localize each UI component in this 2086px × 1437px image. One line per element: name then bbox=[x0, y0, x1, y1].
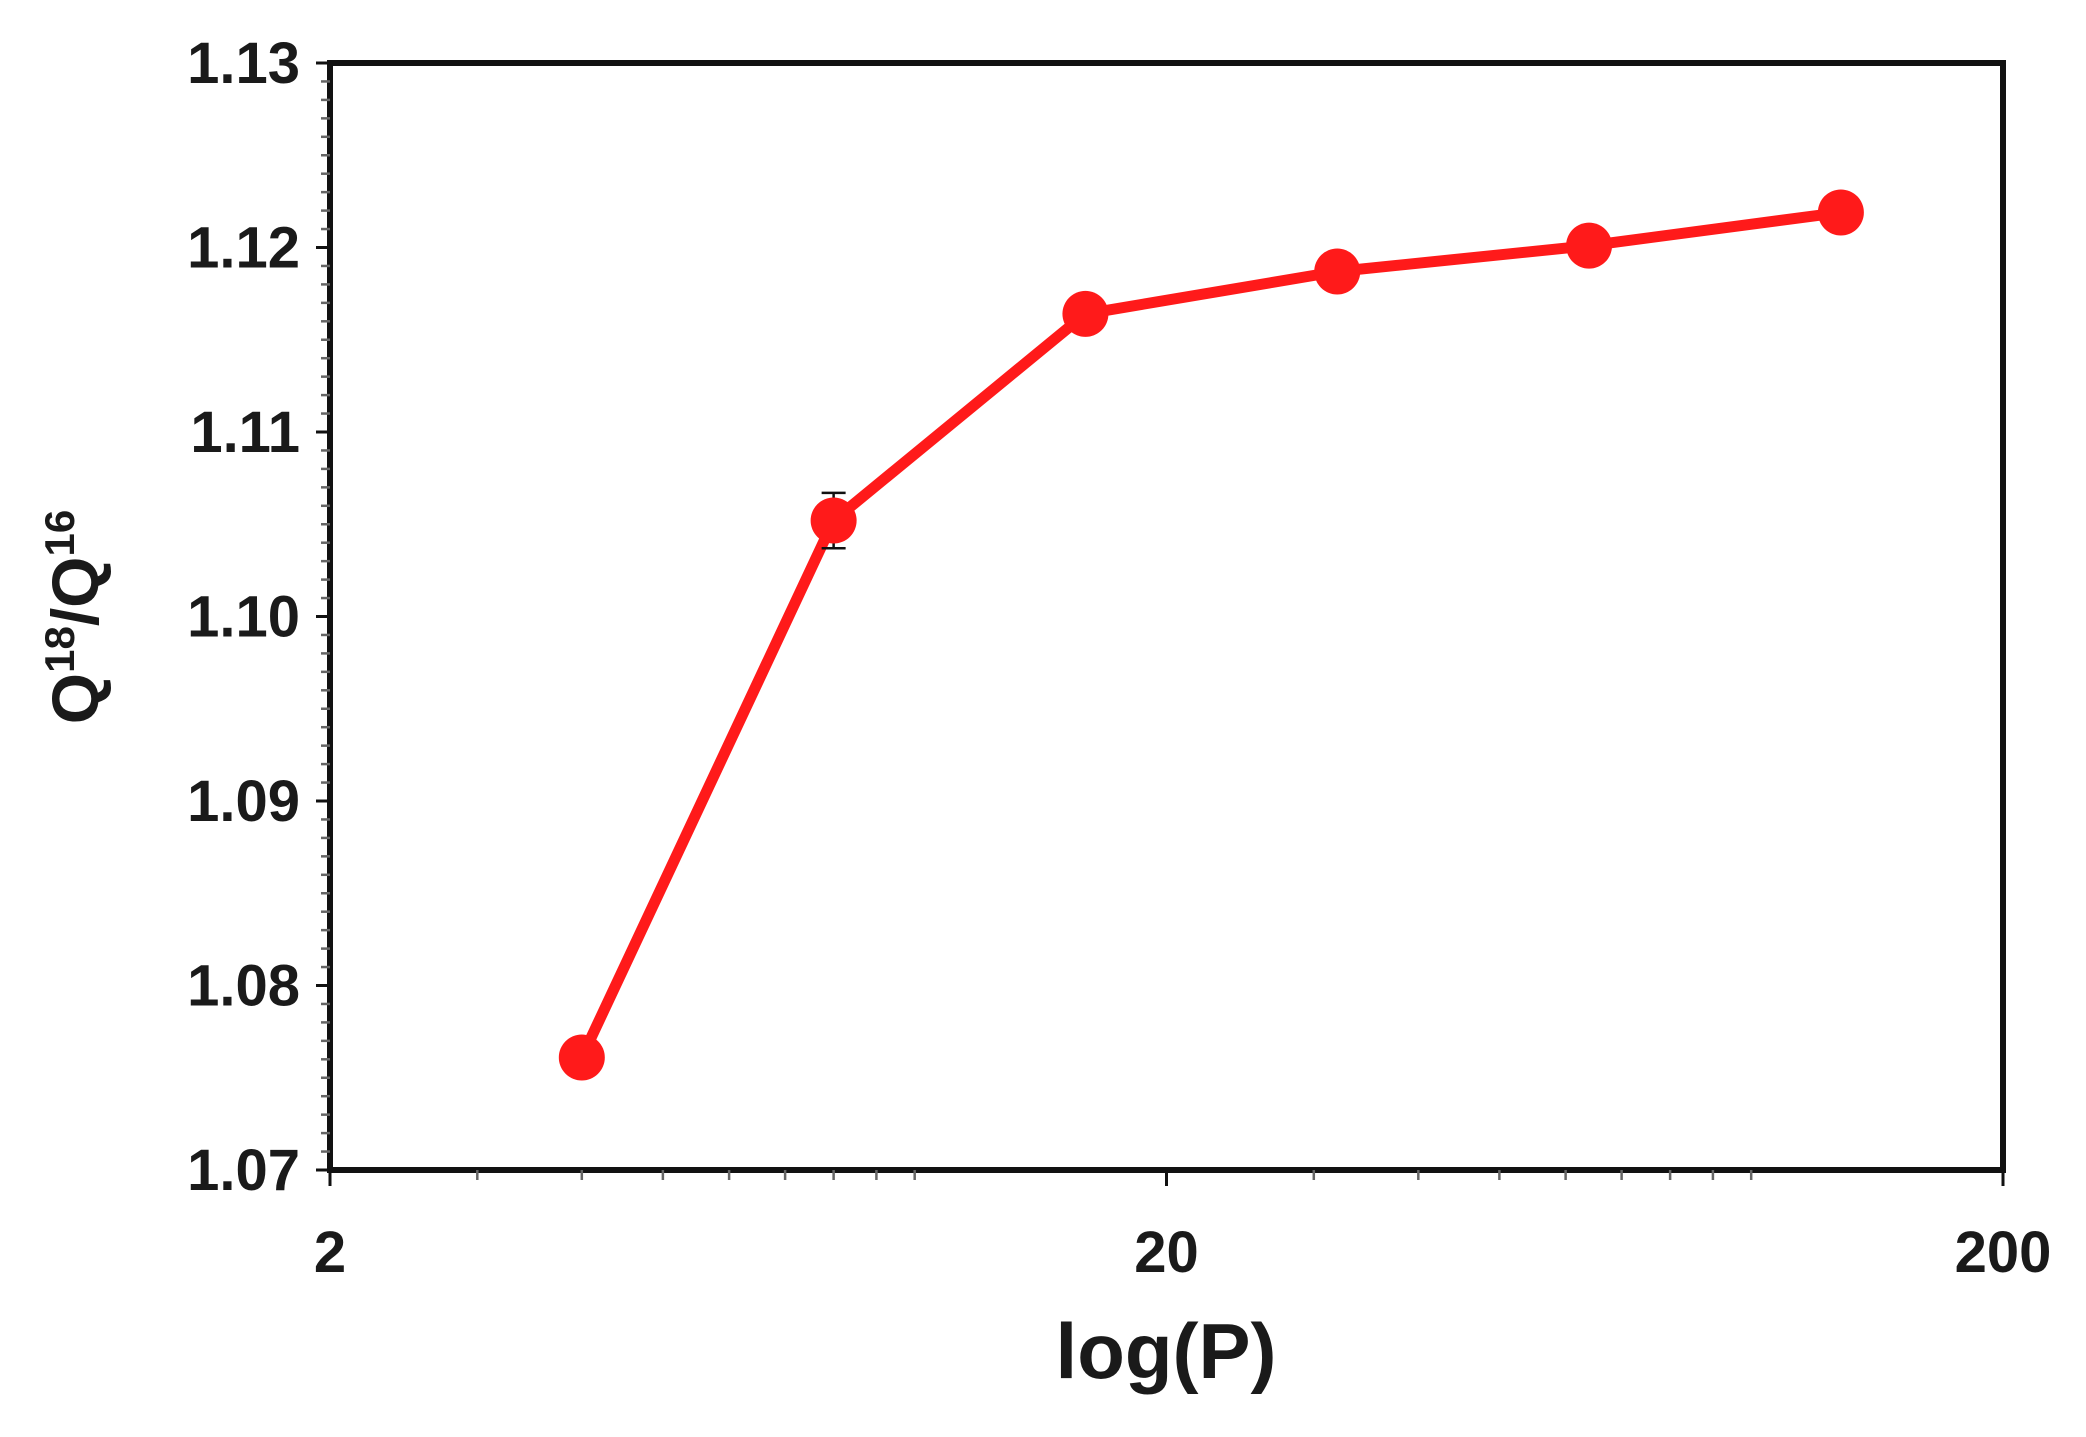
y-tick-label: 1.10 bbox=[187, 585, 300, 650]
y-minor-ticks bbox=[321, 80, 330, 1153]
x-axis-title: log(P) bbox=[1056, 1307, 1277, 1395]
x-tick-labels: 2 20 200 bbox=[314, 1220, 2052, 1285]
y-tick-labels: 1.07 1.08 1.09 1.10 1.11 1.12 1.13 bbox=[187, 31, 300, 1203]
y-tick-label: 1.08 bbox=[187, 954, 300, 1019]
data-point bbox=[1817, 189, 1864, 236]
x-tick-label: 20 bbox=[1134, 1220, 1199, 1285]
data-point bbox=[1314, 248, 1361, 295]
y-axis-title-sep: /Q bbox=[38, 556, 112, 626]
series-layer bbox=[558, 189, 1864, 1081]
y-tick-label: 1.13 bbox=[187, 31, 300, 96]
y-tick-label: 1.12 bbox=[187, 216, 300, 281]
series-line bbox=[576, 206, 1847, 1063]
y-tick-label: 1.09 bbox=[187, 769, 300, 834]
y-major-ticks bbox=[316, 61, 330, 1172]
y-tick-label: 1.11 bbox=[190, 400, 300, 465]
x-tick-label: 200 bbox=[1955, 1220, 2052, 1285]
plot-area bbox=[327, 60, 2006, 1173]
y-axis-title-base: Q bbox=[38, 673, 112, 724]
data-point bbox=[558, 1034, 605, 1081]
x-tick-label: 2 bbox=[314, 1220, 346, 1285]
y-axis-title-den-sup: 16 bbox=[36, 510, 83, 557]
data-point bbox=[810, 497, 857, 544]
y-axis-title: Q18/Q16 bbox=[36, 510, 112, 724]
y-tick-label: 1.07 bbox=[187, 1138, 300, 1203]
data-point bbox=[1062, 290, 1109, 337]
x-major-ticks bbox=[328, 1170, 2005, 1186]
x-minor-ticks bbox=[476, 1170, 1753, 1180]
data-point bbox=[1566, 222, 1613, 269]
y-axis-title-num-sup: 18 bbox=[36, 626, 83, 673]
